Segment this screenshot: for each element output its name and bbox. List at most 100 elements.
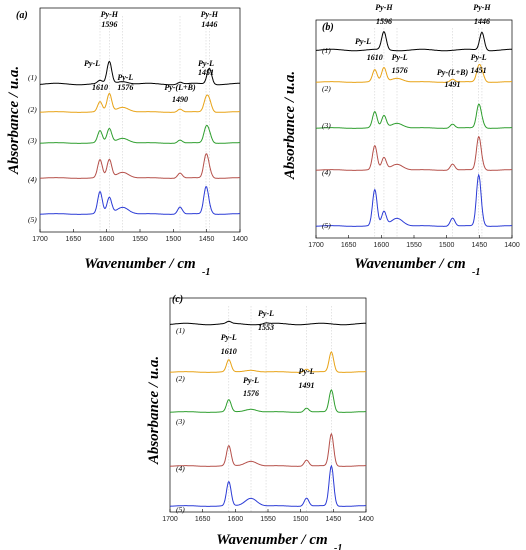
series-line [40,124,240,144]
x-tick-label: 1450 [326,516,342,523]
peak-annotation: Py-L [392,53,408,62]
series-label: (1) [176,326,185,335]
series-line [316,63,512,83]
series-line [170,351,366,373]
peak-annotation: Py-L [258,309,274,318]
peak-annotation: 1553 [258,323,274,332]
peak-annotation: Py-L [355,37,371,46]
x-tick-label: 1650 [195,516,211,523]
series-label: (1) [28,73,37,82]
x-tick-label: 1700 [162,516,178,523]
peak-annotation: 1446 [474,17,490,26]
x-tick-label: 1500 [166,236,182,243]
peak-annotation: 1610 [92,83,108,92]
x-tick-label: 1600 [99,236,115,243]
x-tick-label: 1650 [66,236,82,243]
series-line [40,60,240,86]
series-label: (5) [28,215,37,224]
peak-annotation: 1576 [392,66,408,75]
x-axis-label: Wavenumber / cm [354,256,465,272]
peak-annotation: Py-H [375,3,393,12]
x-axis-label-superscript: -1 [472,267,480,278]
x-tick-label: 1450 [199,236,215,243]
peak-annotation: Py-L [221,333,237,342]
peak-annotation: 1610 [367,53,383,62]
peak-annotation: 1446 [201,20,217,29]
y-axis-label: Absorbance / u.a. [282,71,298,180]
series-line [170,389,366,413]
series-label: (4) [176,464,185,473]
peak-annotation: Py-L [198,59,214,68]
peak-annotation: Py-L [84,59,100,68]
chart-panel-1: (1) (2) (3) (4) (5) 1700 1650 1600 1550 1500 1450 1… [6,7,248,278]
peak-annotation: 1451 [198,68,214,77]
x-tick-label: 1500 [293,516,309,523]
x-axis-label: Wavenumber / cm [216,532,327,548]
panel-label: (a) [16,10,28,21]
x-axis-label: Wavenumber / cm [84,256,195,272]
plot-frame [39,7,241,233]
peak-annotation: Py-(L+B) [164,83,196,92]
x-tick-label: 1600 [374,242,390,249]
peak-annotation: 1451 [471,66,487,75]
series-line [316,103,512,129]
panel-label: (c) [172,294,183,305]
series-label: (3) [176,417,185,426]
x-tick-label: 1700 [32,236,48,243]
x-axis-label-superscript: -1 [202,267,210,278]
series-label: (5) [176,505,185,514]
peak-annotation: Py-L [243,376,259,385]
peak-annotation: Py-H [101,10,119,19]
peak-annotation: Py-(L+B) [437,68,469,77]
series-label: (3) [322,121,331,130]
chart-panel-3: (1) (2) (3) (4) (5) 1700 1650 1600 1550 1500 1450 1… [146,294,374,550]
series-line [316,173,512,227]
x-tick-label: 1450 [472,242,488,249]
peak-annotation: Py-H [201,10,219,19]
x-tick-label: 1550 [132,236,148,243]
peak-annotation: 1596 [101,20,117,29]
y-axis-label: Absorbance / u.a. [146,356,162,465]
series-label: (1) [322,46,331,55]
peak-annotation: 1610 [221,347,237,356]
x-tick-label: 1550 [406,242,422,249]
series-label: (2) [322,84,331,93]
peak-annotation: 1576 [117,83,133,92]
x-tick-label: 1550 [260,516,276,523]
series-label: (3) [28,136,37,145]
peak-annotation: Py-L [299,367,315,376]
peak-annotation: 1491 [445,80,461,89]
chart-panel-2: (1) (2) (3) (4) (5) 1700 1650 1600 1550 1500 1450 1… [282,3,520,278]
series-line [170,464,366,507]
x-tick-label: 1400 [504,242,520,249]
peak-annotation: 1490 [172,95,188,104]
series-label: (4) [322,168,331,177]
series-label: (2) [28,105,37,114]
peak-annotation: Py-L [117,73,133,82]
series-label: (5) [322,221,331,230]
panel-label: (b) [322,22,334,33]
x-axis-label-superscript: -1 [334,543,342,550]
x-tick-label: 1700 [308,242,324,249]
x-tick-label: 1400 [358,516,374,523]
peak-annotation: 1491 [299,381,315,390]
peak-annotation: Py-L [471,53,487,62]
series-line [40,185,240,215]
x-tick-label: 1600 [228,516,244,523]
series-line [170,320,366,326]
series-line [40,153,240,179]
series-label: (2) [176,374,185,383]
series-line [40,92,240,113]
peak-annotation: 1576 [243,389,259,398]
series-line [316,135,512,171]
x-tick-label: 1400 [232,236,248,243]
y-axis-label: Absorbance / u.a. [6,66,22,175]
peak-annotation: Py-H [473,3,491,12]
x-tick-label: 1650 [341,242,357,249]
series-line [316,30,512,52]
series-line [170,432,366,467]
peak-annotation: 1596 [376,17,392,26]
x-tick-label: 1500 [439,242,455,249]
series-label: (4) [28,175,37,184]
